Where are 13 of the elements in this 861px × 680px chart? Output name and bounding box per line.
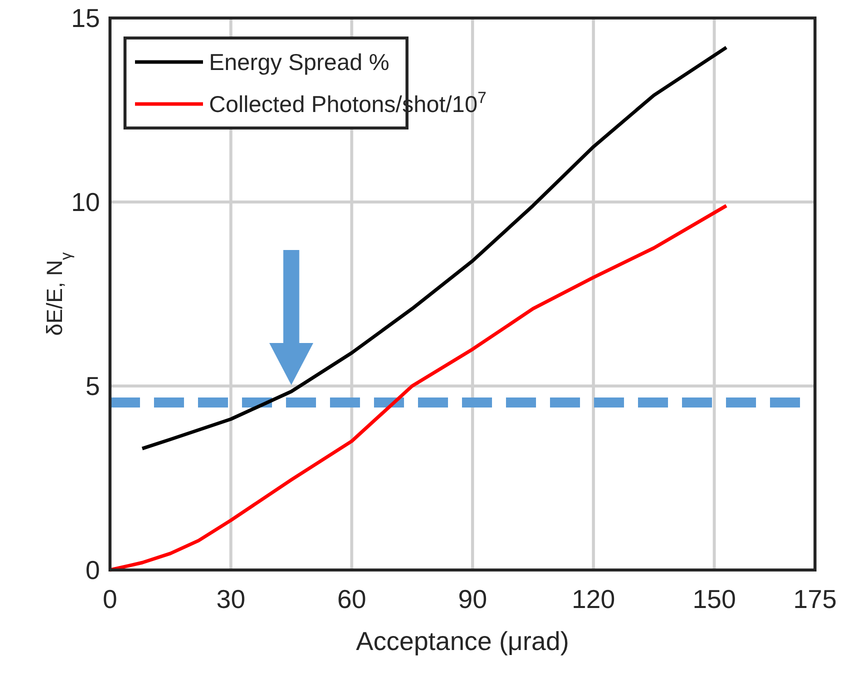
x-tick-label: 90 bbox=[458, 584, 488, 614]
y-tick-label: 5 bbox=[86, 371, 100, 401]
x-axis-title: Acceptance (μrad) bbox=[356, 626, 569, 656]
legend-label: Energy Spread % bbox=[209, 49, 390, 75]
x-tick-label: 120 bbox=[572, 584, 616, 614]
y-tick-label: 15 bbox=[71, 3, 100, 33]
x-tick-label: 30 bbox=[216, 584, 246, 614]
line-series bbox=[140, 46, 728, 450]
x-tick-label: 60 bbox=[337, 584, 366, 614]
x-tick-label: 150 bbox=[692, 584, 736, 614]
y-tick-label: 10 bbox=[71, 187, 100, 217]
y-tick-label: 0 bbox=[86, 555, 100, 585]
x-tick-label: 175 bbox=[793, 584, 837, 614]
